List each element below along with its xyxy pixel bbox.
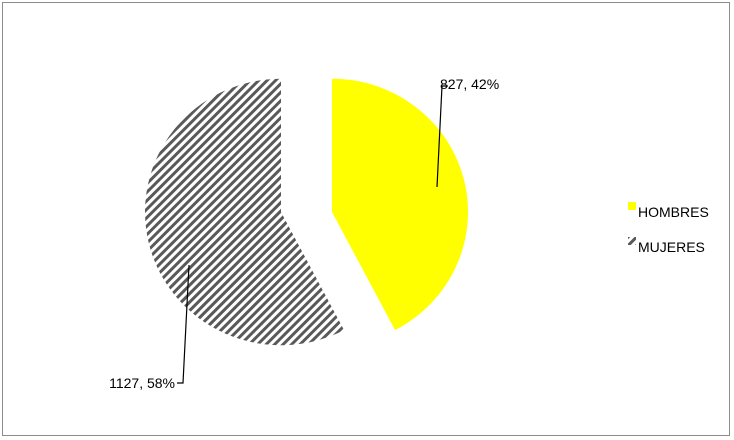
leader-lines [177,85,448,384]
pie-slices [144,78,468,346]
data-labels: 827, 42% 1127, 58% [109,76,499,391]
chart-frame: 827, 42% 1127, 58% HOMBRES MUJERES [2,2,730,436]
leader-line-mujeres [177,264,190,384]
leader-line-hombres [436,85,448,188]
legend-swatch-hombres [628,202,636,210]
legend-swatch-mujeres [628,237,636,245]
legend-label-mujeres: MUJERES [638,239,705,255]
data-label-hombres: 827, 42% [440,76,499,92]
pie-chart: 827, 42% 1127, 58% HOMBRES MUJERES [109,76,709,391]
data-label-mujeres: 1127, 58% [109,375,175,391]
pie-slice-hombres [332,78,468,331]
pie-slice-mujeres [144,78,345,346]
legend-label-hombres: HOMBRES [638,204,709,220]
legend: HOMBRES MUJERES [628,202,709,255]
